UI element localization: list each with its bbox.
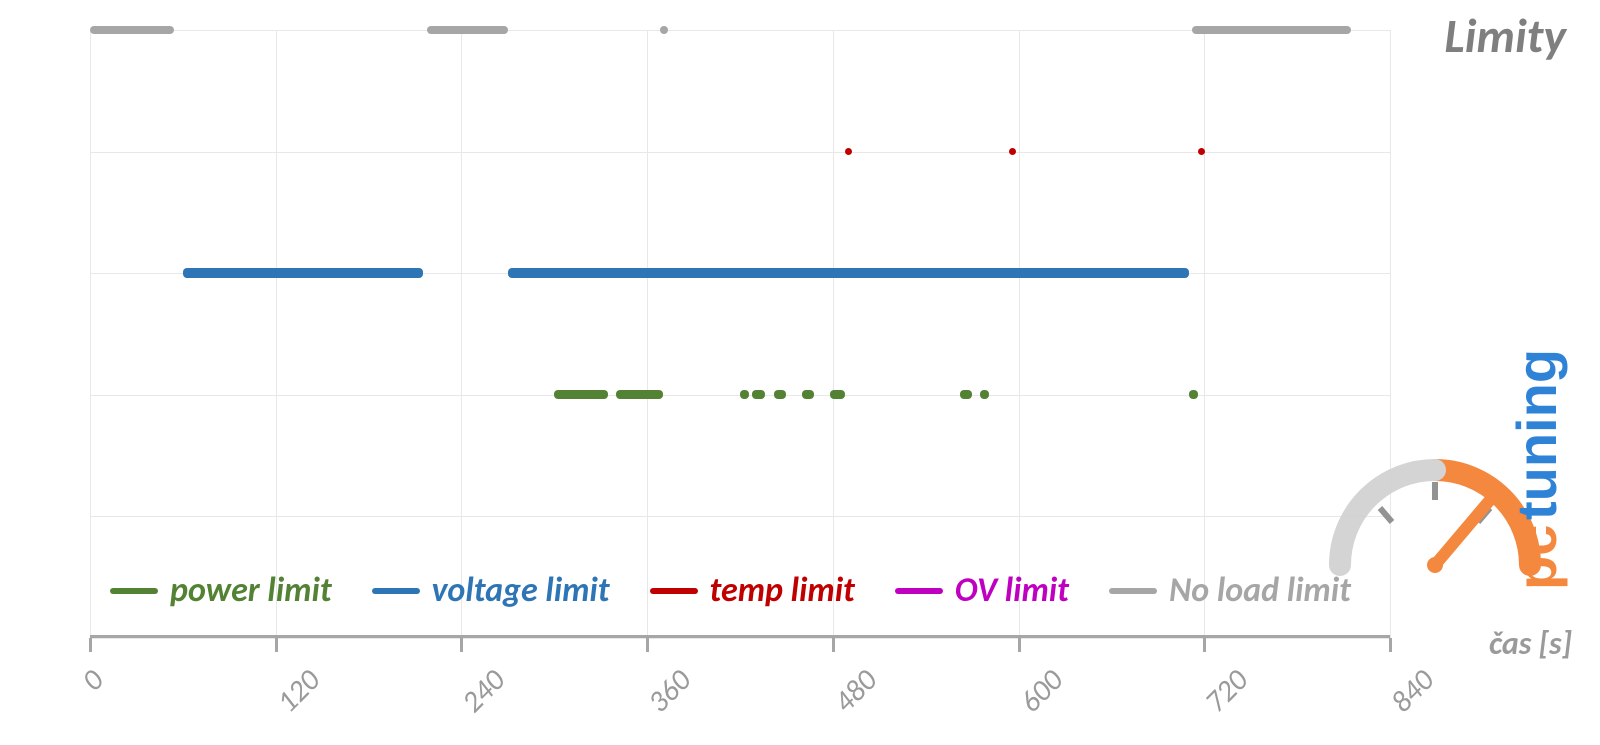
series-segment-power-limit (616, 390, 662, 399)
legend-item-temp-limit: temp limit (650, 570, 855, 611)
x-axis: 0120240360480600720840 (90, 635, 1390, 638)
x-tick-mark (1018, 638, 1021, 652)
x-tick-mark (1203, 638, 1206, 652)
x-tick-mark (832, 638, 835, 652)
x-tick-label: 360 (641, 662, 699, 720)
series-segment-No-load-limit (1192, 26, 1351, 34)
series-segment-power-limit (752, 390, 764, 399)
series-segment-power-limit (1189, 390, 1198, 399)
series-segment-voltage-limit (183, 268, 423, 278)
chart-title: Limity (1444, 6, 1566, 65)
x-tick-mark (460, 638, 463, 652)
x-tick-mark (89, 638, 92, 652)
series-segment-No-load-limit (660, 26, 668, 34)
legend-label: OV limit (955, 570, 1069, 611)
series-segment-voltage-limit (508, 268, 1189, 278)
legend-label: temp limit (710, 570, 855, 611)
svg-text:pc: pc (1505, 525, 1568, 590)
legend-swatch (372, 588, 420, 594)
legend: power limit voltage limit temp limit OV lim… (110, 570, 1351, 611)
series-segment-power-limit (960, 390, 972, 399)
x-tick-mark (646, 638, 649, 652)
series-segment-power-limit (554, 390, 608, 399)
legend-label: power limit (170, 570, 332, 611)
plot-area (90, 30, 1390, 638)
x-tick-mark (275, 638, 278, 652)
x-tick-mark (1389, 638, 1392, 652)
legend-swatch (650, 588, 698, 594)
gridline-vertical (1204, 30, 1205, 638)
gridline-vertical (647, 30, 648, 638)
series-segment-power-limit (980, 390, 989, 399)
series-segment-No-load-limit (427, 26, 507, 34)
legend-swatch (110, 588, 158, 594)
gridline-vertical (90, 30, 91, 638)
series-segment-power-limit (830, 390, 845, 399)
x-tick-label: 720 (1198, 662, 1256, 720)
series-segment-temp-limit (845, 148, 852, 155)
series-segment-power-limit (774, 390, 786, 399)
gridline-horizontal (90, 516, 1390, 517)
x-tick-label: 120 (269, 662, 327, 720)
series-segment-No-load-limit (90, 26, 174, 34)
x-axis-title: čas [s] (1489, 624, 1572, 663)
svg-text:tuning: tuning (1505, 349, 1568, 520)
legend-swatch (1109, 588, 1157, 594)
gridline-horizontal (90, 638, 1390, 639)
x-tick-label: 600 (1012, 662, 1070, 720)
legend-item-voltage-limit: voltage limit (372, 570, 610, 611)
legend-item-OV-limit: OV limit (895, 570, 1069, 611)
gridline-vertical (833, 30, 834, 638)
legend-item-power-limit: power limit (110, 570, 332, 611)
gridline-vertical (461, 30, 462, 638)
gridline-vertical (276, 30, 277, 638)
legend-item-No-load-limit: No load limit (1109, 570, 1351, 611)
x-tick-label: 240 (455, 662, 513, 720)
legend-label: voltage limit (432, 570, 610, 611)
x-tick-label: 0 (74, 662, 111, 699)
series-segment-temp-limit (1009, 148, 1016, 155)
gridline-horizontal (90, 152, 1390, 153)
legend-swatch (895, 588, 943, 594)
x-tick-label: 840 (1383, 662, 1441, 720)
series-segment-power-limit (802, 390, 814, 399)
gridline-vertical (1390, 30, 1391, 638)
series-segment-power-limit (740, 390, 749, 399)
gridline-vertical (1019, 30, 1020, 638)
legend-label: No load limit (1169, 570, 1351, 611)
x-tick-label: 480 (826, 662, 884, 720)
